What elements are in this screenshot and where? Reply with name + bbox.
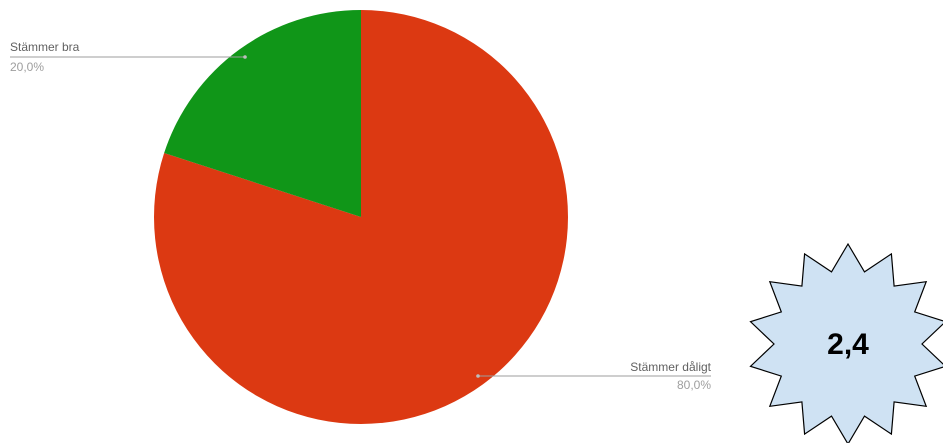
badge: 2,4	[749, 242, 943, 443]
slice-labels: Stämmer dåligt 80,0% Stämmer bra 20,0%	[10, 40, 712, 392]
starburst-shape	[749, 242, 943, 443]
pie-slices	[153, 10, 568, 424]
badge-value: 2,4	[827, 328, 869, 361]
slice-label-1: Stämmer bra	[10, 40, 80, 54]
slice-percent-1: 20,0%	[10, 60, 44, 74]
slice-percent-0: 80,0%	[677, 378, 711, 392]
leader-dot-1	[243, 55, 247, 59]
slice-label-0: Stämmer dåligt	[630, 360, 711, 374]
leader-dot-0	[476, 374, 480, 378]
pie-slice-1	[164, 10, 361, 217]
